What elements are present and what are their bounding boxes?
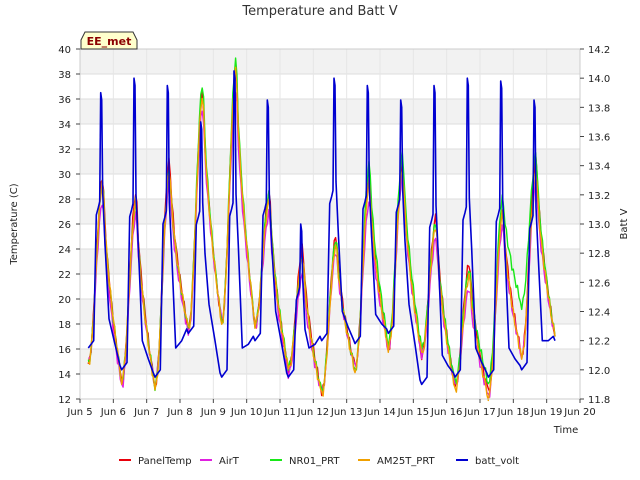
- y2-tick-label: 13.0: [588, 220, 610, 231]
- y2-tick-label: 12.8: [588, 249, 610, 260]
- y-tick-label: 34: [58, 120, 71, 131]
- y2-axis-label: Batt V: [619, 208, 630, 239]
- y2-tick-label: 14.0: [588, 74, 610, 85]
- legend-label: PanelTemp: [138, 456, 192, 467]
- y-tick-label: 26: [58, 220, 71, 231]
- y2-tick-label: 13.6: [588, 133, 610, 144]
- legend-label: AM25T_PRT: [377, 456, 436, 467]
- legend-item: PanelTemp: [119, 456, 192, 467]
- x-tick-label: Jun 12: [297, 407, 330, 418]
- background-band: [80, 99, 580, 124]
- x-axis-ticks: Jun 5 Jun 6 Jun 7 Jun 8 Jun 9 Jun 10 Jun 11 Jun…: [66, 399, 596, 418]
- y-tick-label: 14: [58, 370, 71, 381]
- x-tick-label: Jun 10: [230, 407, 263, 418]
- y-tick-label: 16: [58, 345, 71, 356]
- y2-tick-label: 14.2: [588, 45, 610, 56]
- series-line-batt-volt: [87, 70, 556, 386]
- y-tick-label: 20: [58, 295, 71, 306]
- legend-label: NR01_PRT: [289, 456, 340, 467]
- y-tick-label: 22: [58, 270, 71, 281]
- x-tick-label: Jun 20: [563, 407, 596, 418]
- y2-tick-label: 12.4: [588, 308, 610, 319]
- y-tick-label: 12: [58, 395, 71, 406]
- x-tick-label: Jun 8: [166, 407, 192, 418]
- legend-item: AM25T_PRT: [358, 456, 436, 467]
- x-tick-label: Jun 5: [66, 407, 92, 418]
- background-band: [80, 49, 580, 74]
- y-tick-label: 32: [58, 145, 71, 156]
- y2-tick-label: 12.2: [588, 337, 610, 348]
- x-tick-label: Jun 17: [463, 407, 496, 418]
- y-tick-label: 28: [58, 195, 71, 206]
- station-badge-label: EE_met: [87, 35, 132, 48]
- x-tick-label: Jun 19: [530, 407, 563, 418]
- y-tick-label: 36: [58, 95, 71, 106]
- y2-tick-label: 13.4: [588, 162, 610, 173]
- y2-tick-label: 13.2: [588, 191, 610, 202]
- x-tick-label: Jun 15: [397, 407, 430, 418]
- y-tick-label: 40: [58, 45, 71, 56]
- legend-item: AirT: [200, 456, 240, 467]
- legend-item: NR01_PRT: [270, 456, 340, 467]
- x-tick-label: Jun 16: [430, 407, 463, 418]
- series-layer: [87, 57, 556, 402]
- y-tick-label: 38: [58, 70, 71, 81]
- x-tick-label: Jun 7: [133, 407, 159, 418]
- legend: PanelTemp AirT NR01_PRT AM25T_PRT batt_volt: [119, 456, 519, 467]
- y-tick-label: 24: [58, 245, 71, 256]
- y-axis-ticks: 12 14 16 18 20 22 24 26 28 30 32 34 36 38 40: [58, 45, 80, 406]
- legend-item: batt_volt: [456, 456, 519, 467]
- x-tick-label: Jun 13: [330, 407, 363, 418]
- background-band: [80, 349, 580, 374]
- background-band: [80, 149, 580, 174]
- station-badge: EE_met: [80, 31, 138, 50]
- x-tick-label: Jun 11: [263, 407, 296, 418]
- x-tick-label: Jun 9: [200, 407, 226, 418]
- y-tick-label: 30: [58, 170, 71, 181]
- legend-label: AirT: [219, 456, 240, 467]
- y2-tick-label: 11.8: [588, 395, 610, 406]
- y2-axis-ticks: 11.8 12.0 12.2 12.4 12.6 12.8 13.0 13.2 13.4 13.6…: [580, 45, 610, 406]
- y2-tick-label: 13.8: [588, 103, 610, 114]
- station-badge-shape: [80, 31, 138, 50]
- chart-title: Temperature and Batt V: [241, 4, 397, 19]
- y2-tick-label: 12.6: [588, 278, 610, 289]
- x-axis-label: Time: [553, 425, 578, 436]
- y-tick-label: 18: [58, 320, 71, 331]
- x-tick-label: Jun 18: [497, 407, 530, 418]
- x-tick-label: Jun 14: [363, 407, 396, 418]
- y2-tick-label: 12.0: [588, 366, 610, 377]
- x-tick-label: Jun 6: [100, 407, 126, 418]
- legend-label: batt_volt: [475, 456, 519, 467]
- y-axis-label: Temperature (C): [9, 183, 20, 265]
